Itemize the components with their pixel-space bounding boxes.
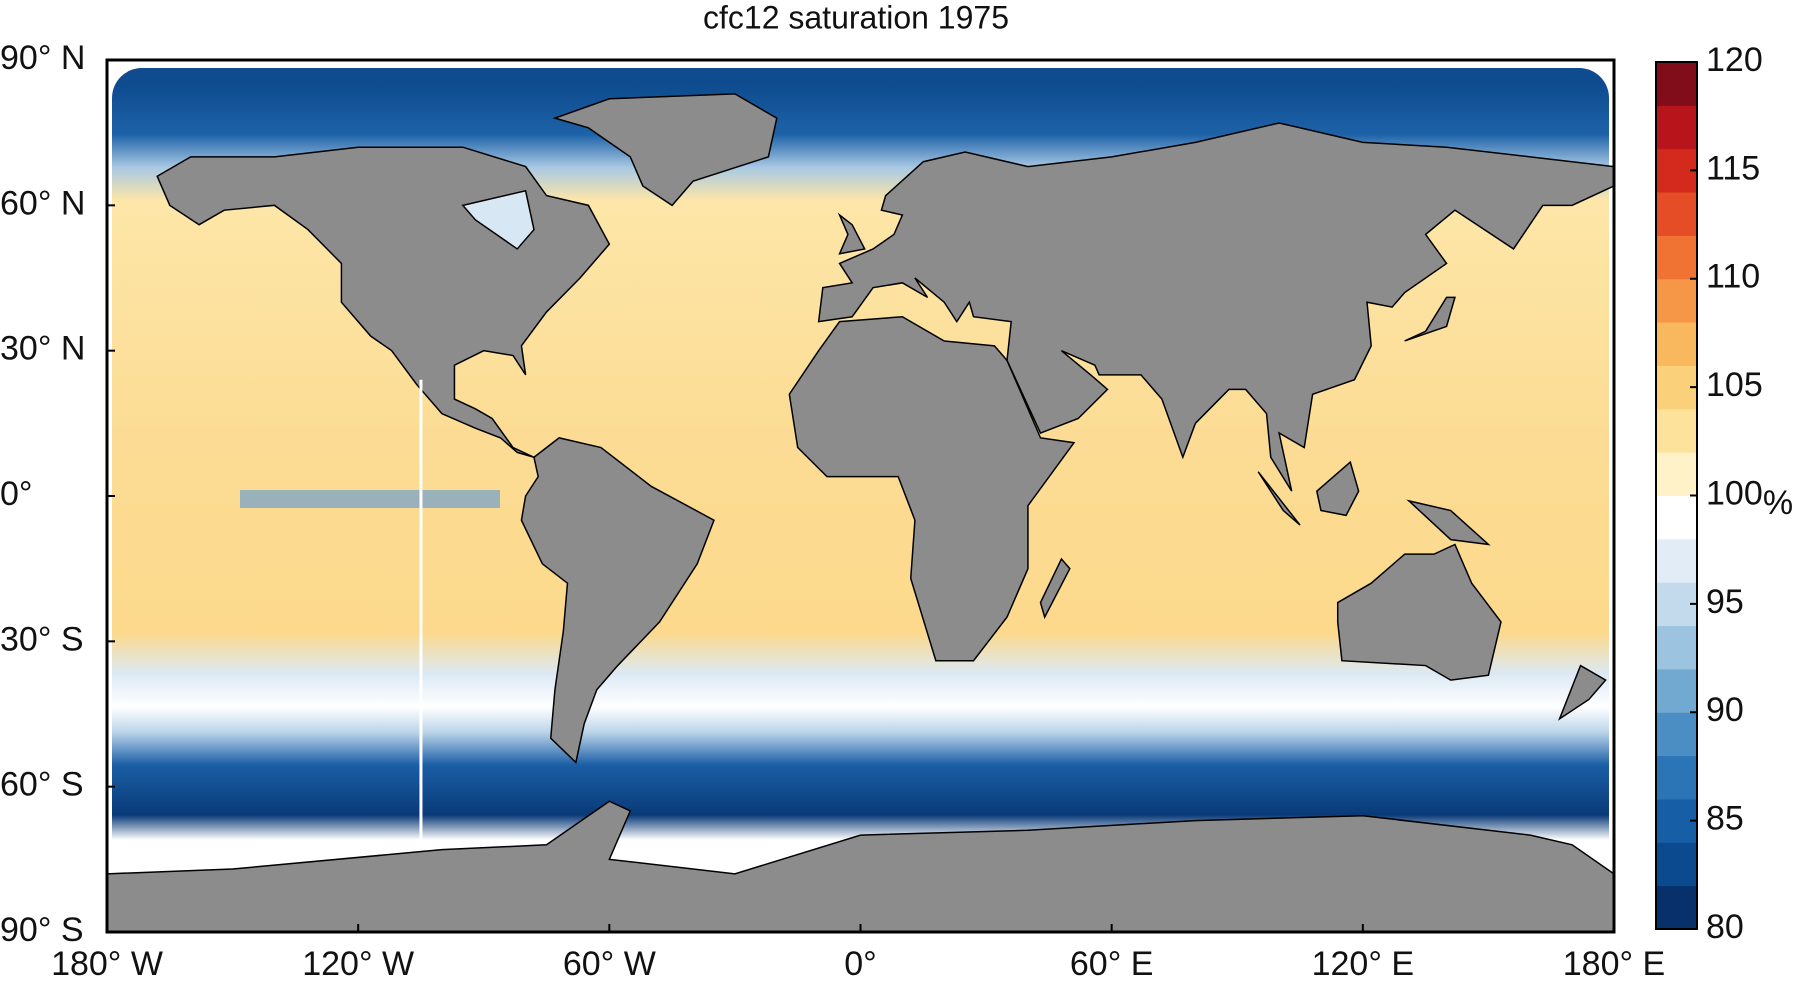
colorbar-segment <box>1656 105 1697 150</box>
colorbar <box>1656 61 1697 930</box>
land <box>1558 664 1607 721</box>
equatorial-band <box>240 490 500 508</box>
x-tick-label: 60° W <box>563 945 656 983</box>
x-tick-label: 60° E <box>1070 945 1154 983</box>
land <box>552 93 778 207</box>
colorbar-segment <box>1656 885 1697 930</box>
colorbar-segment <box>1656 625 1697 670</box>
colorbar-segment <box>1656 235 1697 280</box>
land <box>817 122 1614 492</box>
land <box>107 800 1614 932</box>
x-tick-label: 120° W <box>302 945 414 983</box>
land <box>1039 557 1071 620</box>
x-tick-label: 0° <box>844 945 877 983</box>
colorbar-segment <box>1656 278 1697 323</box>
y-tick-label: 90° S <box>0 911 84 949</box>
y-tick-label: 60° N <box>0 184 85 222</box>
colorbar-segment <box>1656 668 1697 713</box>
colorbar-tick-label: 95 <box>1706 583 1744 621</box>
y-tick-label: 0° <box>0 475 33 513</box>
colorbar-segment <box>1656 538 1697 583</box>
land <box>788 315 1076 662</box>
colorbar-segment <box>1656 408 1697 453</box>
y-tick-label: 30° S <box>0 620 84 658</box>
hudson-bay <box>461 189 535 250</box>
colorbar-tick-label: 80 <box>1706 908 1744 946</box>
colorbar-tick-label: 100 <box>1706 474 1763 512</box>
colorbar-tick-label: 90 <box>1706 691 1744 729</box>
map-area <box>107 60 1614 932</box>
colorbar-segment <box>1656 712 1697 757</box>
colorbar-label: % <box>1763 484 1793 522</box>
x-tick-label: 180° W <box>51 945 163 983</box>
x-tick-label: 180° E <box>1563 945 1665 983</box>
land <box>1406 499 1491 546</box>
x-tick-label: 120° E <box>1312 945 1414 983</box>
colorbar-segment <box>1656 842 1697 887</box>
colorbar-segment <box>1656 495 1697 540</box>
land <box>1336 543 1502 681</box>
colorbar-tick-label: 85 <box>1706 800 1744 838</box>
y-tick-label: 90° N <box>0 39 85 77</box>
chart-title: cfc12 saturation 1975 <box>703 0 1009 35</box>
y-tick-label: 60° S <box>0 766 84 804</box>
land <box>1315 460 1360 517</box>
land <box>1257 471 1301 526</box>
colorbar-segment <box>1656 192 1697 236</box>
land <box>1404 296 1456 342</box>
colorbar-segment <box>1656 452 1697 496</box>
colorbar-segment <box>1656 62 1697 106</box>
colorbar-tick-label: 115 <box>1706 149 1760 187</box>
land <box>520 437 715 764</box>
y-tick-label: 30° N <box>0 330 85 368</box>
colorbar-segment <box>1656 755 1697 800</box>
colorbar-tick-label: 105 <box>1706 366 1763 404</box>
land <box>837 212 866 255</box>
colorbar-tick-label: 110 <box>1706 258 1760 296</box>
colorbar-frame <box>1655 61 1698 930</box>
colorbar-segment <box>1656 322 1697 366</box>
colorbar-tick-label: 120 <box>1706 41 1763 79</box>
